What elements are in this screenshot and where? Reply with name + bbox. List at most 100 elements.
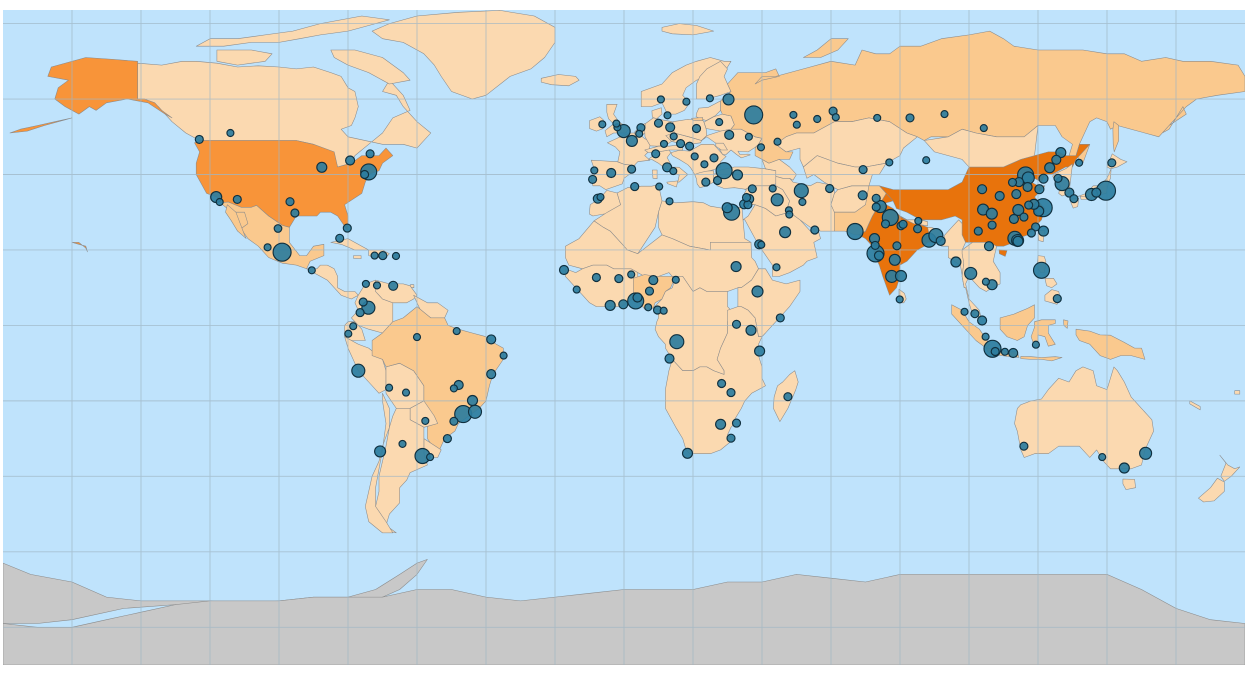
city-bubble[interactable]: Tashkent xyxy=(858,165,868,175)
city-bubble[interactable]: Montreal xyxy=(365,149,375,159)
city-bubble[interactable]: Lisbon xyxy=(588,174,598,184)
city-bubble[interactable]: Rostov xyxy=(756,143,766,152)
city-bubble[interactable]: Bangkok xyxy=(964,266,978,280)
city-bubble[interactable]: Mosul xyxy=(768,184,777,193)
city-bubble[interactable]: Santiago xyxy=(374,445,387,458)
city-bubble[interactable]: Mogadishu xyxy=(775,313,785,323)
city-bubble[interactable]: Samara xyxy=(792,120,801,129)
city-bubble[interactable]: Xiamen xyxy=(1026,228,1036,238)
city-bubble[interactable]: Tunis xyxy=(655,182,664,191)
city-bubble[interactable]: Port-au-Prince xyxy=(370,251,379,260)
city-bubble[interactable]: Harare xyxy=(726,388,736,398)
city-bubble[interactable]: Chittagong xyxy=(935,235,946,246)
city-bubble[interactable]: Yaounde xyxy=(659,306,668,315)
city-bubble[interactable]: Guayaquil xyxy=(344,329,353,338)
city-bubble[interactable]: Vancouver xyxy=(194,134,204,144)
city-bubble[interactable]: Havana xyxy=(335,233,345,243)
city-bubble[interactable]: Kunming xyxy=(973,226,983,236)
city-bubble[interactable]: Kathmandu xyxy=(914,216,923,225)
city-bubble[interactable]: Belgrade xyxy=(690,152,699,161)
city-bubble[interactable]: Kabul xyxy=(857,190,868,201)
city-bubble[interactable]: Curitiba xyxy=(449,416,459,426)
city-bubble[interactable]: Nanchang xyxy=(1019,212,1029,222)
city-bubble[interactable]: Warsaw xyxy=(691,123,702,134)
city-bubble[interactable]: Luanda xyxy=(664,353,675,364)
city-bubble[interactable]: Minsk xyxy=(715,118,724,127)
city-bubble[interactable]: Singapore xyxy=(977,315,988,326)
city-bubble[interactable]: Krasnoyarsk xyxy=(940,110,949,119)
city-bubble[interactable]: Wuhan xyxy=(1012,203,1025,217)
city-bubble[interactable]: Philadelphia xyxy=(360,169,370,180)
city-bubble[interactable]: Antananarivo xyxy=(783,392,793,402)
city-bubble[interactable]: Paris xyxy=(625,134,638,147)
city-bubble[interactable]: Melbourne xyxy=(1118,462,1130,474)
city-bubble[interactable]: Vienna xyxy=(676,139,686,149)
city-bubble[interactable]: Durban xyxy=(726,433,736,443)
city-bubble[interactable]: Oslo xyxy=(656,95,665,104)
city-bubble[interactable]: Brussels xyxy=(635,129,644,138)
city-bubble[interactable]: Manila xyxy=(1032,261,1051,279)
city-bubble[interactable]: Salvador xyxy=(486,369,497,380)
city-bubble[interactable]: Cali xyxy=(355,308,365,318)
city-bubble[interactable]: Chicago xyxy=(316,161,328,173)
city-bubble[interactable]: Novosibirsk xyxy=(905,113,915,123)
city-bubble[interactable]: Dakar xyxy=(558,264,570,276)
city-bubble[interactable]: San Juan xyxy=(391,251,401,261)
city-bubble[interactable]: Helsinki xyxy=(705,94,714,103)
city-bubble[interactable]: Naples xyxy=(669,167,678,176)
city-bubble[interactable]: Johannesburg xyxy=(715,418,727,430)
city-bubble[interactable]: Rabat xyxy=(596,193,605,202)
city-bubble[interactable]: Abidjan xyxy=(604,299,616,311)
city-bubble[interactable]: Khartoum xyxy=(730,261,742,273)
city-bubble[interactable]: St Petersburg xyxy=(722,93,735,106)
city-bubble[interactable]: Nagoya xyxy=(1091,187,1102,198)
city-bubble[interactable]: Conakry xyxy=(572,285,581,294)
city-bubble[interactable]: Xi'an xyxy=(994,190,1005,202)
city-bubble[interactable]: Alexandria xyxy=(721,202,733,214)
city-bubble[interactable]: Cordoba xyxy=(398,439,407,448)
city-bubble[interactable]: Aleppo xyxy=(747,184,757,194)
city-bubble[interactable]: Chennai xyxy=(894,269,908,283)
city-bubble[interactable]: Patna xyxy=(913,224,923,234)
city-bubble[interactable]: Istanbul xyxy=(715,162,733,180)
city-bubble[interactable]: Quito xyxy=(349,322,358,331)
world-map-canvas[interactable]: TokyoMexico CityMoscowShanghaiSao PauloM… xyxy=(3,10,1245,665)
city-bubble[interactable]: Lanzhou xyxy=(977,184,988,195)
city-bubble[interactable]: Jaipur xyxy=(880,219,891,229)
city-bubble[interactable]: Hong Kong xyxy=(1012,235,1024,247)
city-bubble[interactable]: Monterrey xyxy=(273,224,283,233)
city-bubble[interactable]: Moscow xyxy=(744,105,764,125)
city-bubble[interactable]: Toronto xyxy=(345,155,356,166)
city-bubble[interactable]: Cape Town xyxy=(681,447,694,459)
city-bubble[interactable]: Volgograd xyxy=(773,137,782,146)
city-bubble[interactable]: Sydney xyxy=(1139,446,1153,460)
city-bubble[interactable]: Manchester xyxy=(612,119,621,128)
city-bubble[interactable]: Bucharest xyxy=(709,153,719,163)
city-bubble[interactable]: Urumqi xyxy=(922,156,931,165)
city-bubble[interactable]: Kuala Lumpur xyxy=(970,309,980,319)
city-bubble[interactable]: Semarang xyxy=(1000,347,1009,356)
city-bubble[interactable]: Goiania xyxy=(449,384,458,393)
city-bubble[interactable]: Davao xyxy=(1052,294,1062,304)
city-bubble[interactable]: Stockholm xyxy=(682,97,691,106)
city-bubble[interactable]: Medan xyxy=(960,307,969,316)
city-bubble[interactable]: Hanoi xyxy=(983,241,995,252)
city-bubble[interactable]: Kyiv xyxy=(724,129,735,140)
city-bubble[interactable]: La Paz xyxy=(385,383,394,392)
city-bubble[interactable]: Amman xyxy=(743,200,753,210)
city-bubble[interactable]: Surat xyxy=(870,240,880,250)
city-bubble[interactable]: Dubai xyxy=(810,225,820,235)
city-bubble[interactable]: Prague xyxy=(669,132,678,141)
city-bubble[interactable]: Pyongyang xyxy=(1053,173,1063,183)
city-bubble[interactable]: Bamako xyxy=(591,272,601,283)
city-bubble[interactable]: Niamey xyxy=(627,270,636,279)
city-bubble[interactable]: Rome xyxy=(662,162,673,173)
city-bubble[interactable]: Nairobi xyxy=(745,324,757,336)
city-bubble[interactable]: Fortaleza xyxy=(486,334,497,345)
city-bubble[interactable]: Karachi xyxy=(846,222,864,241)
city-bubble[interactable]: Fukuoka xyxy=(1069,194,1079,204)
city-bubble[interactable]: Tripoli xyxy=(665,197,674,206)
city-bubble[interactable]: Riyadh xyxy=(779,226,792,239)
city-bubble[interactable]: Irkutsk xyxy=(979,124,988,133)
city-bubble[interactable]: Lima xyxy=(351,363,366,378)
